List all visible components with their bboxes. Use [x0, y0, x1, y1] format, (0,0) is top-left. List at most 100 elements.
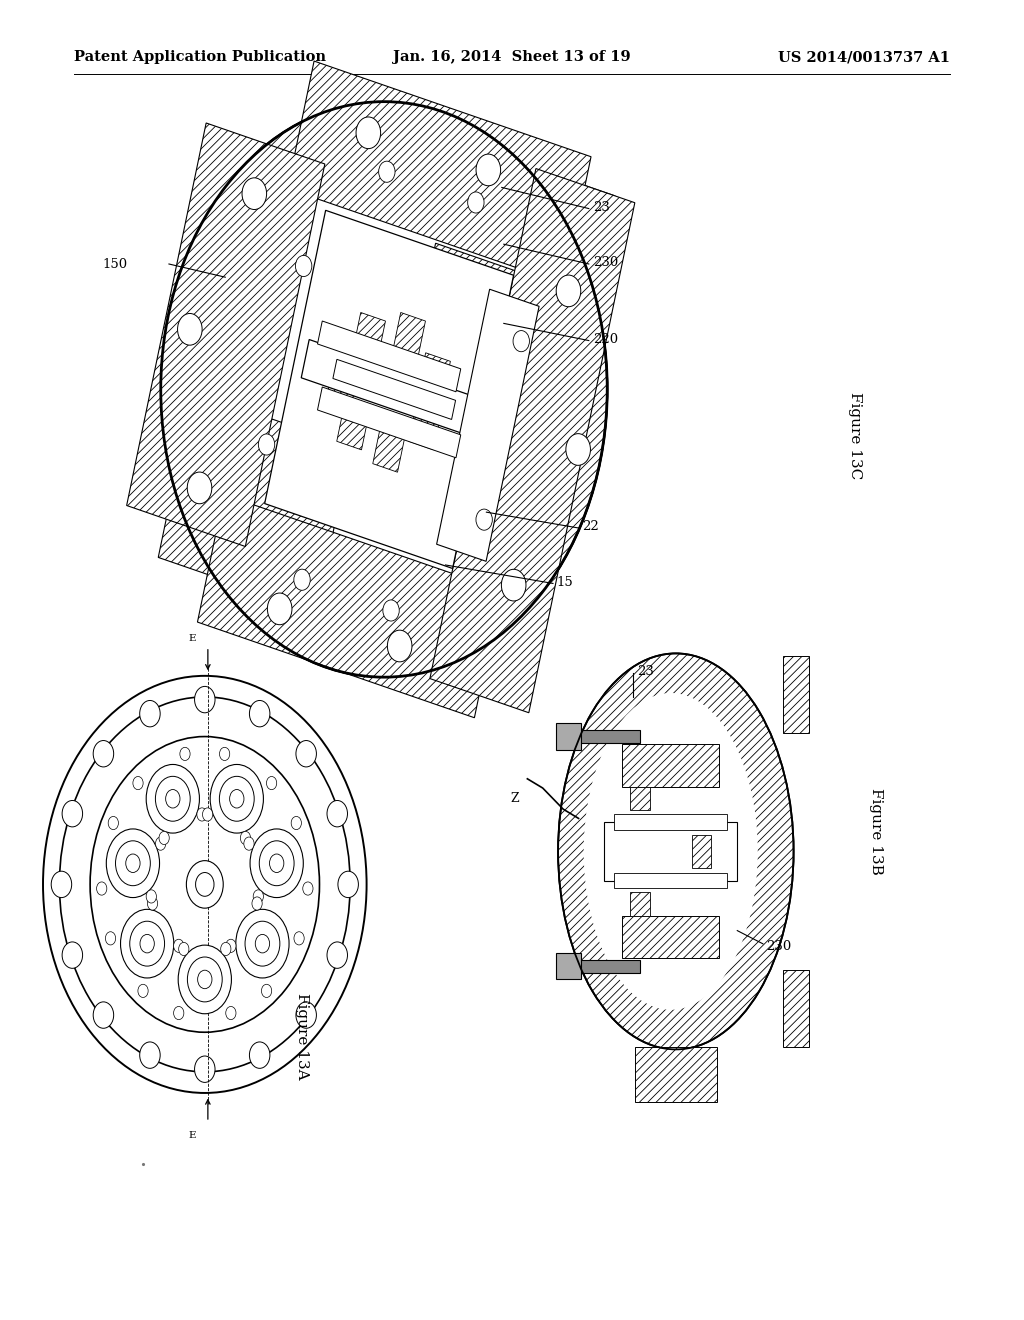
Circle shape — [294, 932, 304, 945]
Polygon shape — [182, 145, 565, 620]
Text: Z: Z — [510, 792, 518, 805]
Polygon shape — [783, 970, 809, 1047]
Circle shape — [242, 178, 266, 210]
Circle shape — [250, 829, 303, 898]
Circle shape — [255, 935, 269, 953]
Text: Figure 13C: Figure 13C — [848, 392, 862, 479]
Circle shape — [90, 737, 319, 1032]
Polygon shape — [604, 821, 737, 882]
Circle shape — [203, 808, 213, 821]
Circle shape — [219, 776, 254, 821]
Text: 15: 15 — [556, 576, 572, 589]
Circle shape — [219, 747, 229, 760]
Text: US 2014/0013737 A1: US 2014/0013737 A1 — [778, 50, 950, 65]
Text: 22: 22 — [582, 520, 598, 533]
Circle shape — [106, 829, 160, 898]
Polygon shape — [558, 960, 640, 973]
Polygon shape — [127, 123, 325, 546]
Circle shape — [140, 935, 155, 953]
Circle shape — [51, 871, 72, 898]
Polygon shape — [409, 403, 441, 450]
Polygon shape — [159, 412, 351, 612]
Polygon shape — [556, 723, 582, 750]
Polygon shape — [418, 352, 451, 400]
Circle shape — [93, 1002, 114, 1028]
Circle shape — [566, 434, 591, 466]
Circle shape — [266, 776, 276, 789]
Circle shape — [130, 921, 165, 966]
Polygon shape — [692, 836, 711, 869]
Circle shape — [476, 154, 501, 186]
Polygon shape — [333, 359, 456, 420]
Circle shape — [133, 776, 143, 789]
Text: 23: 23 — [637, 665, 653, 678]
Text: 230: 230 — [766, 940, 792, 953]
Text: Patent Application Publication: Patent Application Publication — [74, 50, 326, 65]
Circle shape — [379, 161, 395, 182]
Circle shape — [198, 970, 212, 989]
Circle shape — [156, 776, 190, 821]
Circle shape — [195, 1056, 215, 1082]
Circle shape — [116, 841, 151, 886]
Polygon shape — [417, 176, 615, 387]
Circle shape — [121, 909, 174, 978]
Circle shape — [259, 841, 294, 886]
Circle shape — [139, 701, 160, 727]
Circle shape — [327, 942, 347, 969]
Circle shape — [156, 837, 166, 850]
Polygon shape — [623, 744, 719, 787]
Circle shape — [356, 117, 381, 149]
Circle shape — [303, 882, 313, 895]
Text: 220: 220 — [593, 333, 618, 346]
Text: 230: 230 — [593, 256, 618, 269]
Polygon shape — [328, 352, 360, 400]
Circle shape — [62, 800, 83, 826]
Circle shape — [195, 686, 215, 713]
Circle shape — [269, 854, 284, 873]
Circle shape — [166, 789, 180, 808]
Circle shape — [221, 942, 231, 956]
Polygon shape — [783, 656, 809, 733]
Circle shape — [229, 789, 244, 808]
Circle shape — [468, 191, 484, 213]
Text: Figure 13B: Figure 13B — [868, 788, 883, 875]
Polygon shape — [337, 403, 370, 450]
Circle shape — [186, 861, 223, 908]
Circle shape — [161, 102, 607, 677]
Circle shape — [105, 932, 116, 945]
Circle shape — [250, 1041, 270, 1068]
Polygon shape — [373, 425, 406, 473]
Circle shape — [62, 942, 83, 969]
Text: Jan. 16, 2014  Sheet 13 of 19: Jan. 16, 2014 Sheet 13 of 19 — [393, 50, 631, 65]
Circle shape — [93, 741, 114, 767]
Polygon shape — [317, 387, 461, 458]
Circle shape — [258, 434, 274, 455]
Polygon shape — [614, 814, 727, 830]
Circle shape — [210, 764, 263, 833]
Circle shape — [327, 800, 347, 826]
Circle shape — [138, 985, 148, 998]
Polygon shape — [436, 289, 539, 561]
Circle shape — [250, 701, 270, 727]
Polygon shape — [271, 218, 507, 561]
Circle shape — [178, 945, 231, 1014]
Circle shape — [476, 510, 493, 531]
Polygon shape — [635, 1047, 717, 1102]
Text: E: E — [188, 1131, 196, 1139]
Circle shape — [225, 940, 236, 953]
Ellipse shape — [558, 653, 794, 1049]
Polygon shape — [630, 787, 650, 810]
Circle shape — [43, 676, 367, 1093]
Circle shape — [147, 896, 158, 909]
Circle shape — [187, 957, 222, 1002]
Circle shape — [174, 1006, 184, 1019]
Polygon shape — [301, 339, 487, 440]
Circle shape — [196, 873, 214, 896]
Polygon shape — [556, 953, 582, 979]
Circle shape — [296, 256, 312, 277]
Text: Figure 13A: Figure 13A — [295, 993, 309, 1080]
Polygon shape — [264, 210, 514, 569]
Circle shape — [296, 741, 316, 767]
Circle shape — [244, 837, 254, 850]
Circle shape — [513, 330, 529, 351]
